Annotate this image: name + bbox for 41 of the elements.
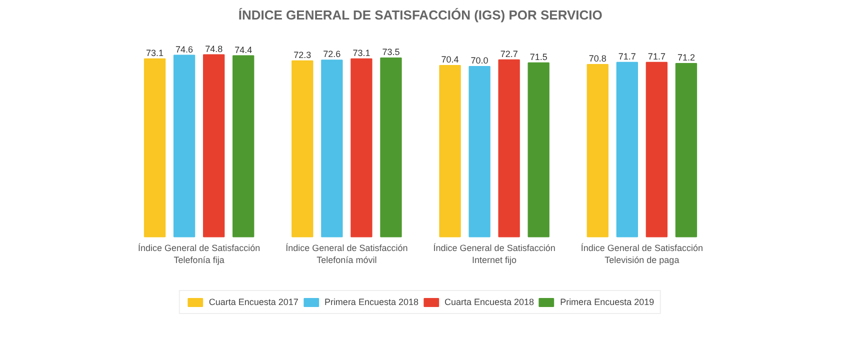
data-label: 73.5 xyxy=(382,46,400,57)
data-label: 71.5 xyxy=(530,52,548,62)
chart-title: ÍNDICE GENERAL DE SATISFACCIÓN (IGS) POR SERVICIO xyxy=(238,8,602,22)
bar xyxy=(232,55,254,238)
legend-label: Primera Encuesta 2018 xyxy=(324,297,418,307)
data-label: 72.7 xyxy=(500,48,518,59)
data-label: 73.1 xyxy=(352,48,370,58)
data-label: 70.8 xyxy=(588,54,606,64)
bar xyxy=(646,62,668,238)
bar xyxy=(675,63,698,238)
data-label: 70.0 xyxy=(470,55,488,66)
data-label: 74.6 xyxy=(176,44,194,54)
x-tick-label: Índice General de Satisfacción Telefonía móvil xyxy=(286,242,408,265)
x-tick-label: Índice General de Satisfacción Televisión de paga xyxy=(580,242,703,265)
data-label: 71.7 xyxy=(618,51,636,62)
data-label: 72.3 xyxy=(294,50,312,60)
x-tick-label: Índice General de Satisfacción Internet fijo xyxy=(433,242,556,265)
legend-label: Primera Encuesta 2019 xyxy=(560,297,654,307)
bar xyxy=(380,57,402,238)
data-label: 73.1 xyxy=(146,48,164,58)
data-label: 70.4 xyxy=(441,54,459,65)
bar xyxy=(350,58,372,238)
data-label: 72.6 xyxy=(323,49,341,60)
bar xyxy=(292,60,314,238)
data-label: 71.2 xyxy=(677,52,695,63)
bar xyxy=(173,54,196,238)
bar xyxy=(439,65,461,238)
bar xyxy=(528,62,550,238)
bar xyxy=(586,64,608,238)
legend-label: Cuarta Encuesta 2017 xyxy=(208,297,298,307)
legend-label: Cuarta Encuesta 2018 xyxy=(444,297,534,307)
bar xyxy=(203,54,225,238)
x-tick-label: Índice General de Satisfacción Telefonía fija xyxy=(138,242,260,265)
bar xyxy=(498,59,520,238)
bar xyxy=(468,66,490,238)
data-label: 71.7 xyxy=(648,51,666,62)
data-label: 74.4 xyxy=(234,44,252,55)
bar xyxy=(616,62,638,238)
bar xyxy=(144,58,166,238)
bar xyxy=(321,60,343,238)
data-label: 74.8 xyxy=(205,44,223,54)
